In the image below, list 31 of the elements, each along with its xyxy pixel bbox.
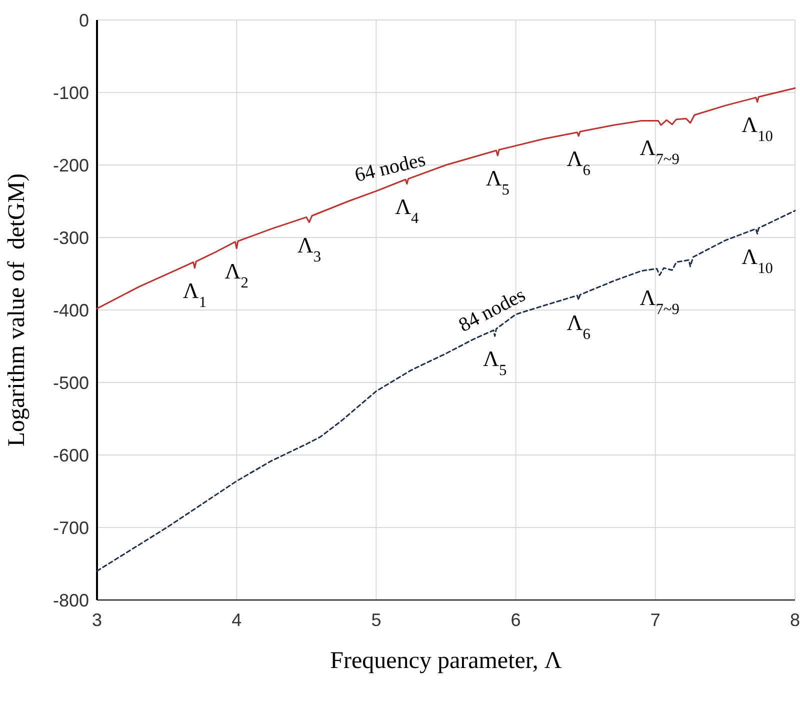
y-tick-label: -100 [52, 82, 89, 103]
annotation: Λ$_{6}$ [566, 146, 591, 178]
y-tick-label: 0 [78, 10, 89, 30]
annotation: Λ$_{10}$ [742, 244, 774, 276]
y-tick-label: -300 [52, 228, 89, 248]
x-tick-label: 5 [371, 610, 382, 630]
text: 84 nodes [455, 284, 530, 337]
annotation: Λ$_{6}$ [566, 310, 591, 342]
x-axis-title: Frequency parameter, Λ [330, 648, 562, 674]
y-tick-label: -700 [52, 518, 89, 538]
annotation: Λ$_{7~9}$ [640, 285, 680, 318]
x-tick-label: 7 [650, 610, 660, 630]
y-tick-label: -600 [52, 445, 89, 466]
y-axis-title: Logarithm value of detGM) [4, 173, 30, 447]
annotation: Λ$_{4}$ [395, 194, 420, 226]
annotation: Λ$_{7~9}$ [640, 135, 680, 168]
annotation: Λ$_{3}$ [297, 232, 322, 265]
y-tick-label: -400 [52, 300, 89, 320]
x-tick-label: 8 [790, 610, 800, 630]
annotation: Λ$_{5}$ [483, 346, 507, 379]
x-tick-label: 4 [232, 610, 242, 630]
annotation: Λ$_{1}$ [182, 278, 207, 310]
y-tick-label: -500 [52, 372, 89, 393]
annotation: Λ$_{10}$ [742, 112, 774, 144]
annotation: Λ$_{5}$ [486, 166, 510, 198]
y-tick-label: -800 [52, 590, 89, 610]
annotation: Λ$_{2}$ [224, 258, 248, 291]
y-tick-label: -200 [52, 155, 89, 176]
x-tick-label: 6 [510, 610, 521, 630]
x-tick-label: 3 [92, 610, 102, 630]
text: 64 nodes [352, 148, 428, 187]
